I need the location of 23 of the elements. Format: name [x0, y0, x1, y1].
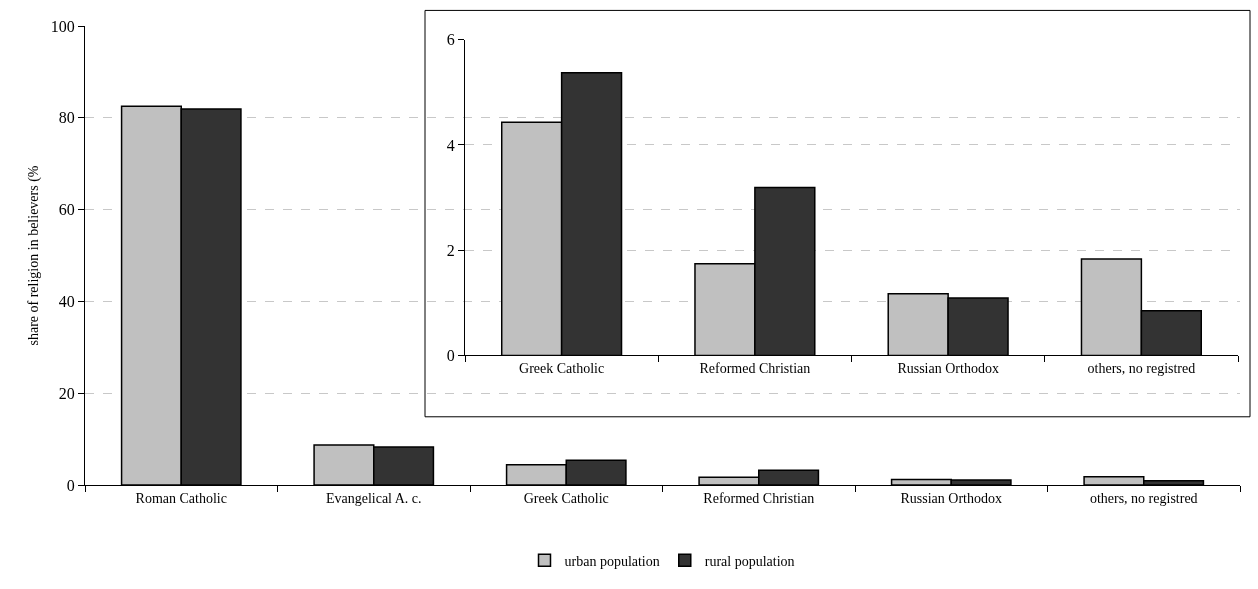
x-tick-label: Reformed Christian [699, 361, 811, 377]
legend-label: rural population [704, 553, 795, 569]
y-tick-label: 6 [446, 31, 455, 49]
y-tick-label: 60 [58, 201, 75, 219]
y-tick-label: 4 [446, 136, 455, 154]
x-tick-label: Evangelical A. c. [325, 490, 422, 506]
y-tick-label: 40 [58, 293, 75, 310]
y-tick-label: 0 [446, 346, 455, 364]
x-tick-label: Russian Orthodox [900, 490, 1002, 506]
y-tick-label: 100 [50, 17, 75, 35]
y-tick-label: 0 [66, 476, 75, 494]
y-tick-label: 2 [446, 241, 455, 259]
x-tick-label: others, no registred [1087, 361, 1196, 377]
x-tick-label: Roman Catholic [135, 490, 227, 506]
x-tick-label: Greek Catholic [519, 361, 605, 377]
x-tick-label: Reformed Christian [703, 490, 815, 506]
y-tick-label: 80 [58, 109, 75, 127]
x-tick-label: others, no registred [1089, 490, 1198, 506]
legend-label: urban population [564, 553, 660, 569]
y-tick-label: 20 [58, 384, 75, 402]
x-tick-label: Greek Catholic [523, 490, 609, 506]
y-axis-title: share of religion in believers (% [26, 165, 43, 346]
x-tick-label: Russian Orthodox [897, 361, 999, 377]
